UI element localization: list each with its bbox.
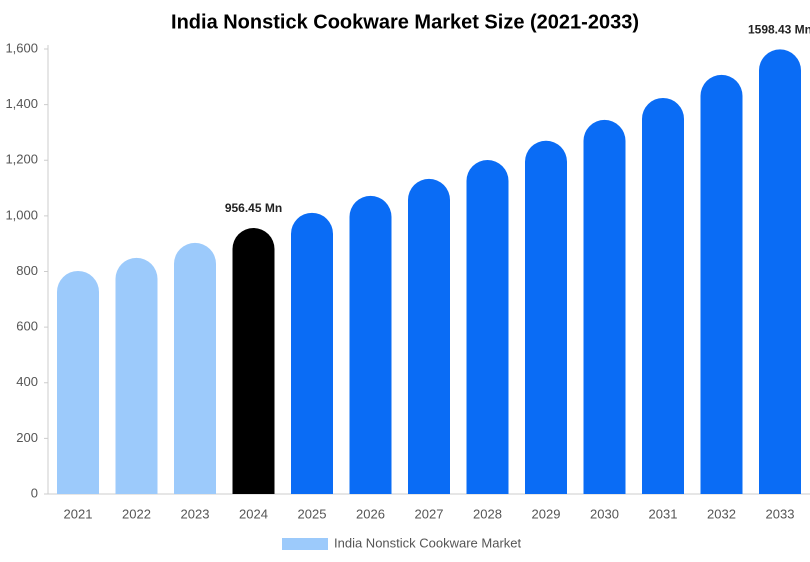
x-tick-label: 2022 [122, 506, 151, 521]
x-tick-label: 2026 [356, 506, 385, 521]
bar [115, 257, 158, 494]
value-label: 1598.43 Mn [748, 23, 810, 37]
bar [57, 270, 99, 494]
bar [700, 74, 743, 494]
legend-label: India Nonstick Cookware Market [334, 535, 522, 550]
bar [583, 119, 626, 494]
bar [466, 159, 509, 495]
y-tick-label: 200 [16, 430, 38, 445]
bar [232, 227, 275, 494]
legend-swatch [282, 538, 328, 550]
x-tick-label: 2027 [415, 506, 444, 521]
bar [291, 212, 333, 494]
y-tick-label: 1,200 [5, 152, 38, 167]
bar [759, 49, 801, 495]
x-tick-label: 2023 [181, 506, 210, 521]
x-tick-label: 2021 [64, 506, 93, 521]
y-tick-label: 600 [16, 319, 38, 334]
y-tick-label: 1,400 [5, 96, 38, 111]
value-label: 956.45 Mn [225, 201, 282, 215]
x-tick-label: 2024 [239, 506, 268, 521]
bar [525, 140, 567, 494]
bar [174, 242, 216, 494]
x-tick-label: 2029 [532, 506, 561, 521]
y-tick-label: 800 [16, 263, 38, 278]
chart-title: India Nonstick Cookware Market Size (202… [171, 11, 639, 33]
bar [408, 178, 450, 494]
y-tick-label: 400 [16, 374, 38, 389]
x-tick-label: 2031 [649, 506, 678, 521]
bar [642, 97, 684, 494]
y-tick-label: 1,600 [5, 40, 38, 55]
x-tick-label: 2030 [590, 506, 619, 521]
bar [349, 195, 392, 494]
x-tick-label: 2028 [473, 506, 502, 521]
x-tick-label: 2032 [707, 506, 736, 521]
y-tick-label: 0 [31, 485, 38, 500]
x-tick-label: 2025 [298, 506, 327, 521]
y-tick-label: 1,000 [5, 207, 38, 222]
x-tick-label: 2033 [766, 506, 795, 521]
